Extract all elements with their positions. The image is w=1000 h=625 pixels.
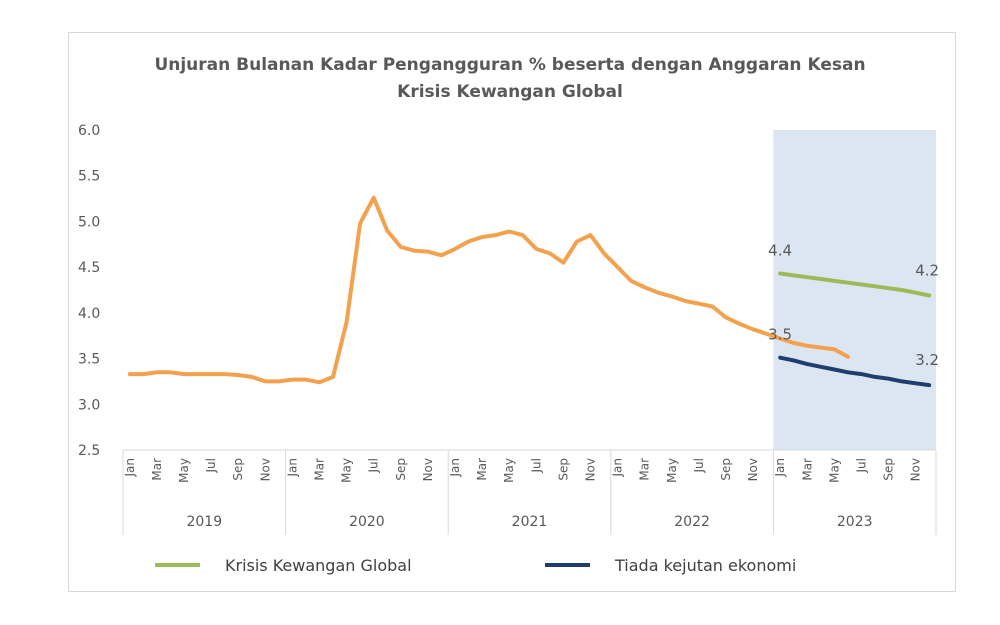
x-tick-label: Nov — [421, 458, 435, 481]
year-label: 2023 — [837, 514, 873, 530]
x-tick-label: Jan — [448, 458, 462, 478]
x-tick-label: Mar — [150, 458, 164, 481]
series-line-2 — [778, 271, 932, 298]
x-tick-label: Mar — [475, 458, 489, 481]
x-tick-label: Sep — [556, 458, 570, 481]
legend-label: Tiada kejutan ekonomi — [614, 556, 796, 575]
chart-title-line-1: Unjuran Bulanan Kadar Pengangguran % bes… — [154, 55, 865, 75]
year-label: 2019 — [186, 514, 222, 530]
x-tick-label: Jul — [854, 458, 868, 473]
x-tick-label: Jul — [692, 458, 706, 473]
legend-label: Krisis Kewangan Global — [225, 556, 412, 575]
y-tick-label: 4.0 — [78, 306, 100, 322]
y-tick-label: 6.0 — [78, 123, 100, 139]
x-tick-label: Nov — [258, 458, 272, 481]
y-tick-label: 3.5 — [78, 352, 100, 368]
data-label: 3.2 — [915, 351, 939, 369]
x-tick-label: Nov — [909, 458, 923, 481]
x-tick-label: Sep — [882, 458, 896, 481]
x-tick-label: Jan — [773, 458, 787, 478]
x-tick-label: Jan — [123, 458, 137, 478]
x-tick-label: Jul — [529, 458, 543, 473]
x-tick-label: Jan — [285, 458, 299, 478]
x-tick-label: May — [827, 458, 841, 483]
data-label: 4.4 — [768, 242, 792, 260]
x-tick-label: May — [340, 458, 354, 483]
year-label: 2022 — [674, 514, 710, 530]
x-tick-label: Sep — [394, 458, 408, 481]
x-tick-label: Sep — [719, 458, 733, 481]
x-tick-label: Nov — [583, 458, 597, 481]
x-tick-label: May — [177, 458, 191, 483]
year-label: 2021 — [512, 514, 548, 530]
x-tick-label: Nov — [746, 458, 760, 481]
x-tick-label: May — [502, 458, 516, 483]
y-tick-label: 2.5 — [78, 443, 100, 459]
year-label: 2020 — [349, 514, 385, 530]
x-tick-label: Jul — [204, 458, 218, 473]
series-line-1 — [127, 195, 850, 385]
y-tick-label: 4.5 — [78, 260, 100, 276]
x-tick-label: Mar — [638, 458, 652, 481]
y-tick-label: 5.5 — [78, 169, 100, 185]
series-line-3 — [778, 355, 932, 388]
x-tick-label: May — [665, 458, 679, 483]
x-tick-label: Mar — [800, 458, 814, 481]
data-label: 3.5 — [768, 326, 792, 344]
x-tick-label: Jan — [611, 458, 625, 478]
chart-title-line-2: Krisis Kewangan Global — [397, 82, 623, 102]
x-tick-label: Jul — [367, 458, 381, 473]
x-tick-label: Sep — [231, 458, 245, 481]
x-tick-label: Mar — [312, 458, 326, 481]
data-label: 4.2 — [915, 261, 939, 279]
y-tick-label: 3.0 — [78, 397, 100, 413]
y-tick-label: 5.0 — [78, 214, 100, 230]
